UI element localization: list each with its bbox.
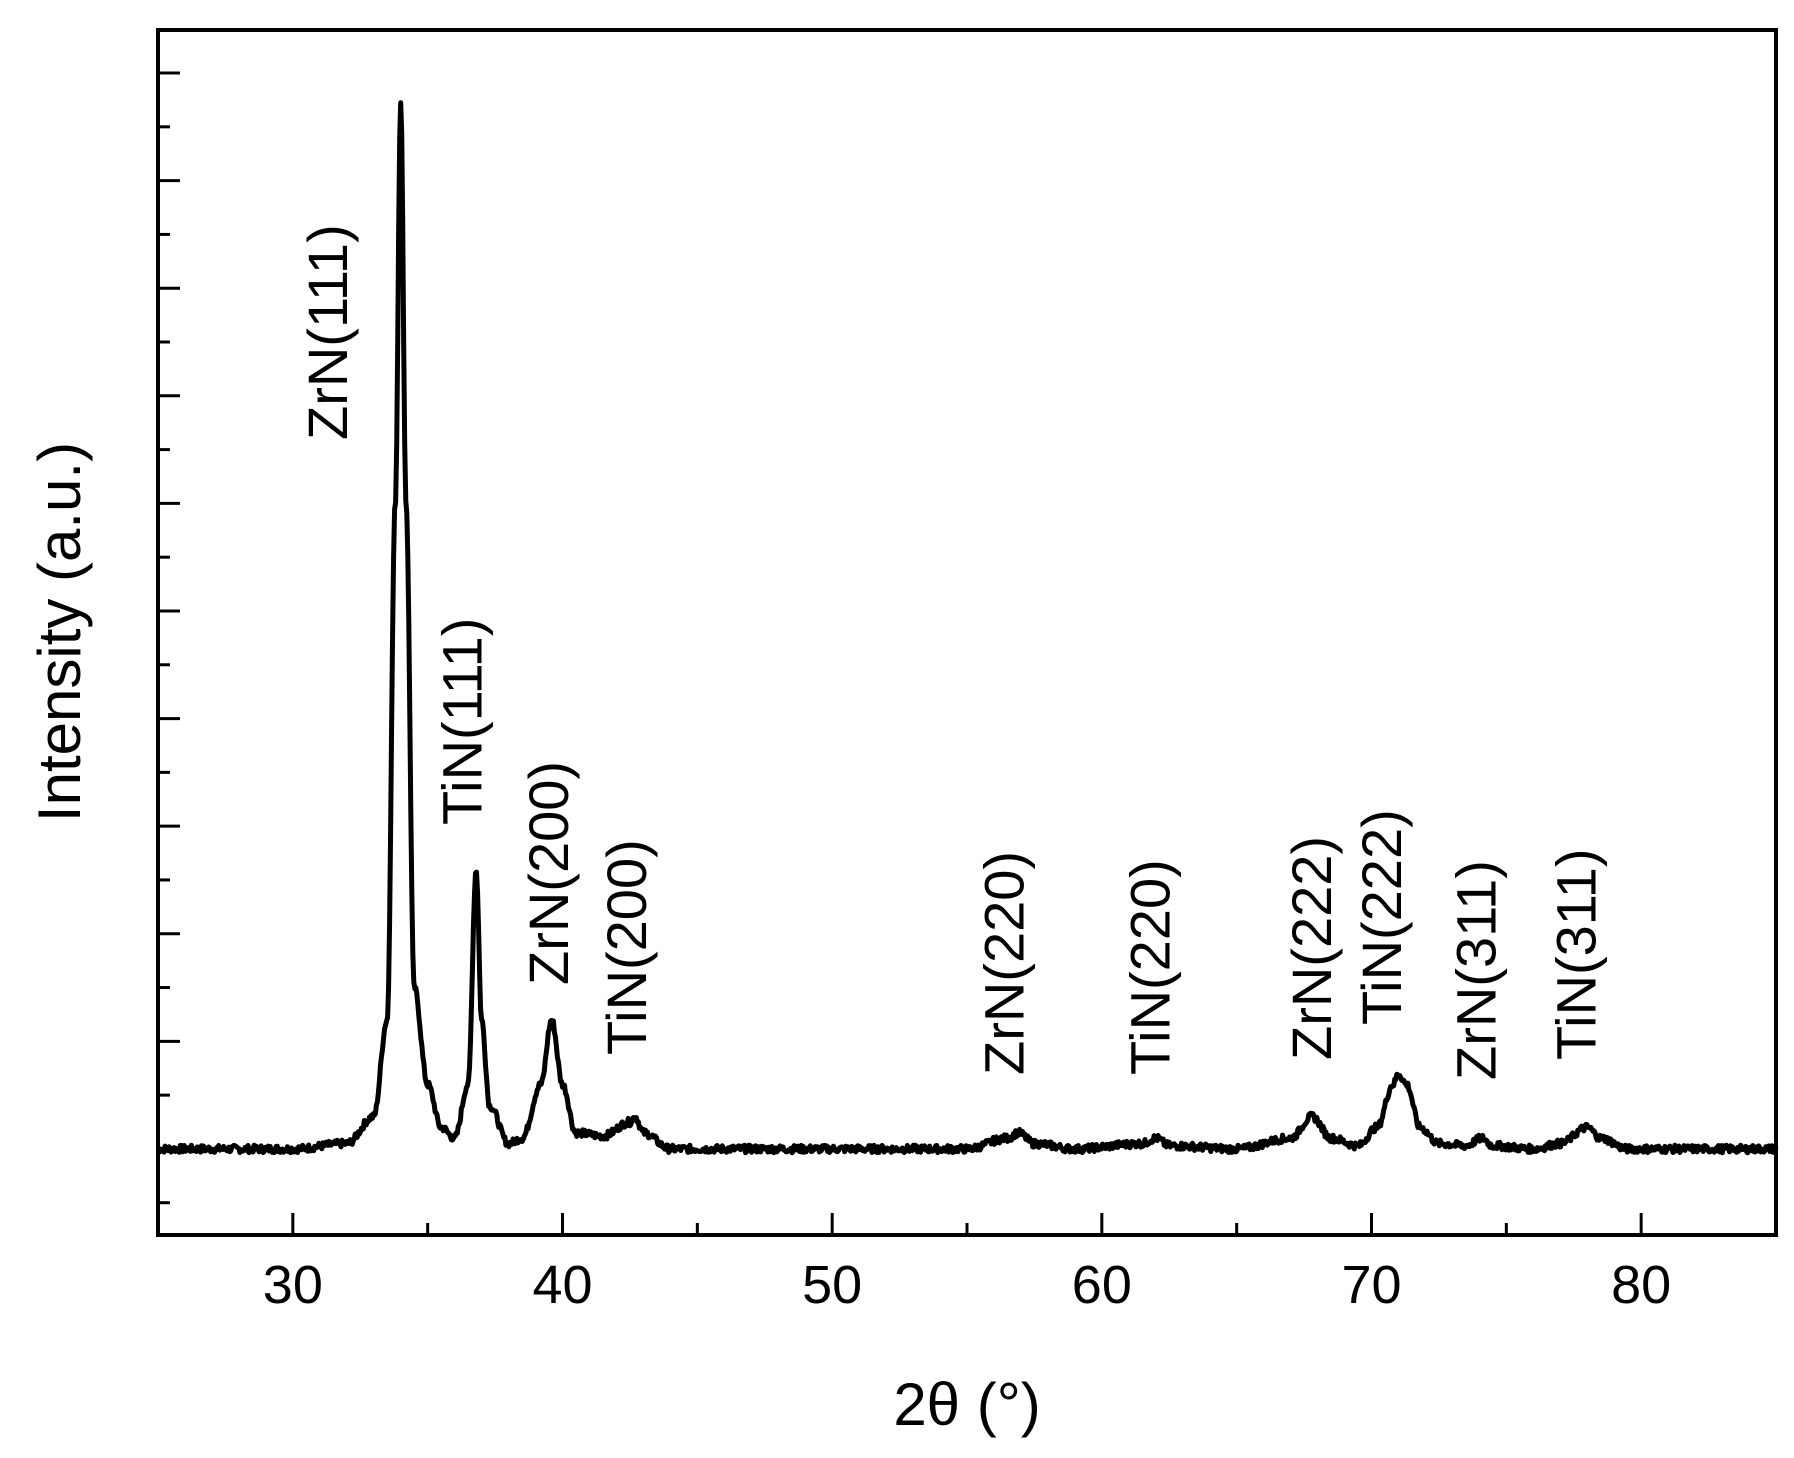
x-tick-label: 40 bbox=[532, 1255, 592, 1315]
peak-label: ZrN(311) bbox=[1445, 860, 1508, 1080]
x-tick-label: 60 bbox=[1072, 1255, 1132, 1315]
x-tick-labels: 30 40 50 60 70 80 bbox=[263, 1255, 1671, 1315]
x-tick-label: 80 bbox=[1611, 1255, 1671, 1315]
plot-frame bbox=[156, 28, 1778, 1237]
x-tick-label: 50 bbox=[802, 1255, 862, 1315]
xrd-pattern-line bbox=[156, 100, 1779, 1156]
peak-label: ZrN(222) bbox=[1280, 836, 1343, 1060]
peak-label: TiN(311) bbox=[1544, 848, 1607, 1060]
x-axis-title: 2θ (°) bbox=[893, 1371, 1040, 1438]
peak-labels: ZrN(111) TiN(111) ZrN(200) TiN(200) ZrN(220)… bbox=[296, 224, 1608, 1080]
peak-label: TiN(111) bbox=[431, 618, 494, 825]
peak-label: TiN(220) bbox=[1118, 859, 1181, 1075]
peak-label: TiN(200) bbox=[595, 839, 658, 1055]
x-tick-label: 70 bbox=[1341, 1255, 1401, 1315]
peak-label: TiN(222) bbox=[1350, 809, 1413, 1025]
y-axis-title: Intensity (a.u.) bbox=[26, 442, 93, 822]
peak-label: ZrN(111) bbox=[296, 224, 359, 440]
series-layer bbox=[156, 100, 1779, 1156]
peak-label: ZrN(220) bbox=[973, 851, 1036, 1075]
x-tick-label: 30 bbox=[263, 1255, 323, 1315]
peak-label: ZrN(200) bbox=[517, 761, 580, 985]
